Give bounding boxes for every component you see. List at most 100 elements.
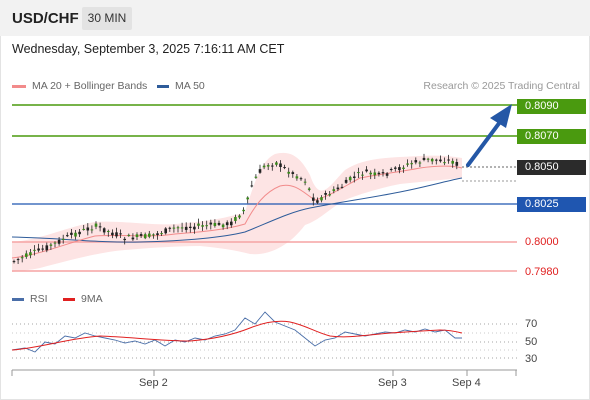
- level-tag-0.8050: 0.8050: [517, 160, 586, 175]
- candle-body: [422, 157, 426, 160]
- level-tag-0.8025: 0.8025: [517, 197, 586, 212]
- symbol-title: USD/CHF: [12, 10, 79, 27]
- rsi-tick-30: 30: [525, 353, 538, 365]
- x-label-sep2: Sep 2: [139, 377, 168, 389]
- candle-body: [74, 232, 77, 237]
- candle-body: [254, 176, 258, 178]
- candle-body: [316, 200, 319, 203]
- rsi-tick-50: 50: [525, 336, 538, 348]
- candle-body: [221, 224, 225, 228]
- chart-header: USD/CHF 30 MIN: [0, 0, 590, 36]
- candle-body: [66, 235, 69, 237]
- candle-body: [57, 239, 61, 244]
- legend-9ma: 9MA: [63, 293, 103, 305]
- candle-body: [271, 165, 274, 167]
- candle-body: [307, 188, 311, 190]
- candle-body: [205, 225, 208, 227]
- candle-body: [164, 228, 167, 234]
- candle-body: [119, 233, 122, 235]
- bollinger-band: [12, 152, 462, 272]
- candle-body: [148, 233, 151, 237]
- candle-body: [37, 248, 40, 251]
- candle-body: [389, 169, 393, 171]
- candle-body: [246, 197, 249, 200]
- candle-body: [262, 165, 266, 168]
- candle-body: [414, 160, 418, 163]
- candle-body: [377, 172, 381, 175]
- candle-body: [426, 158, 430, 160]
- candle-body: [332, 189, 336, 192]
- candle-body: [90, 229, 94, 231]
- candle-body: [201, 225, 204, 227]
- candle-body: [410, 163, 413, 165]
- candle-body: [398, 167, 401, 171]
- candle-body: [344, 179, 348, 183]
- candle-body: [193, 226, 196, 230]
- candle-body: [381, 172, 385, 174]
- candle-body: [16, 259, 20, 261]
- rsi-9ma-line: [11, 320, 463, 351]
- research-credit: Research © 2025 Trading Central: [423, 80, 580, 92]
- candle-body: [287, 171, 290, 174]
- candle-body: [217, 222, 221, 225]
- candle-body: [303, 181, 307, 183]
- level-tag-0.8090: 0.8090: [517, 99, 586, 114]
- candle-body: [107, 230, 110, 232]
- legend-ma20-label: MA 20 + Bollinger Bands: [32, 80, 148, 92]
- candle-body: [258, 169, 262, 173]
- candle-body: [156, 233, 159, 236]
- candle-body: [86, 227, 90, 231]
- candle-body: [131, 237, 135, 240]
- candle-body: [53, 242, 57, 244]
- forecast-arrow-shaft: [466, 120, 502, 167]
- candle-body: [78, 231, 81, 235]
- legend-9ma-label: 9MA: [81, 293, 103, 305]
- candle-body: [348, 177, 352, 181]
- candle-body: [279, 163, 282, 168]
- candle-body: [402, 167, 405, 169]
- candle-body: [115, 232, 118, 237]
- candle-body: [29, 252, 32, 256]
- candle-body: [111, 232, 114, 236]
- candle-body: [160, 233, 163, 235]
- rsi-tick-70: 70: [525, 318, 538, 330]
- candle-body: [365, 169, 368, 172]
- candle-body: [361, 174, 364, 176]
- rsi-swatch-icon: [12, 297, 24, 301]
- candle-body: [455, 162, 459, 166]
- candle-body: [127, 234, 131, 236]
- candle-body: [45, 245, 49, 251]
- candle-body: [291, 172, 295, 175]
- candle-body: [418, 162, 422, 164]
- candle-body: [230, 221, 233, 226]
- ma50-swatch-icon: [157, 84, 169, 88]
- candle-body: [135, 234, 139, 238]
- x-label-sep4: Sep 4: [452, 377, 481, 389]
- legend-rsi-label: RSI: [30, 293, 48, 305]
- candle-body: [385, 173, 389, 176]
- timeframe-button[interactable]: 30 MIN: [82, 7, 132, 30]
- candlesticks: [12, 153, 459, 264]
- candle-body: [82, 228, 85, 230]
- candle-body: [49, 244, 53, 246]
- rsi-line: [11, 311, 462, 353]
- candle-body: [238, 215, 241, 218]
- candle-body: [168, 227, 172, 229]
- candle-body: [172, 227, 176, 229]
- candle-body: [435, 159, 438, 161]
- candle-body: [234, 217, 237, 221]
- ma20-swatch-icon: [12, 84, 26, 88]
- candle-body: [275, 162, 278, 165]
- legend-ma20: MA 20 + Bollinger Bands: [12, 80, 147, 92]
- candle-body: [102, 228, 106, 233]
- candle-body: [299, 178, 303, 180]
- candle-body: [180, 227, 184, 229]
- candle-body: [266, 165, 270, 167]
- chart-datetime: Wednesday, September 3, 2025 7:16:11 AM …: [12, 42, 285, 56]
- candle-body: [189, 226, 192, 228]
- level-tag-0.7980: 0.7980: [525, 266, 559, 278]
- candle-body: [197, 223, 200, 226]
- candle-body: [312, 197, 315, 201]
- candle-body: [184, 226, 188, 230]
